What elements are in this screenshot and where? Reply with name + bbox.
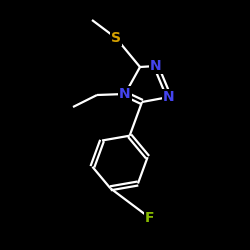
Text: F: F xyxy=(145,211,155,225)
Text: S: S xyxy=(111,31,121,45)
Text: N: N xyxy=(119,87,131,101)
Text: N: N xyxy=(163,90,175,104)
Text: N: N xyxy=(150,59,162,73)
